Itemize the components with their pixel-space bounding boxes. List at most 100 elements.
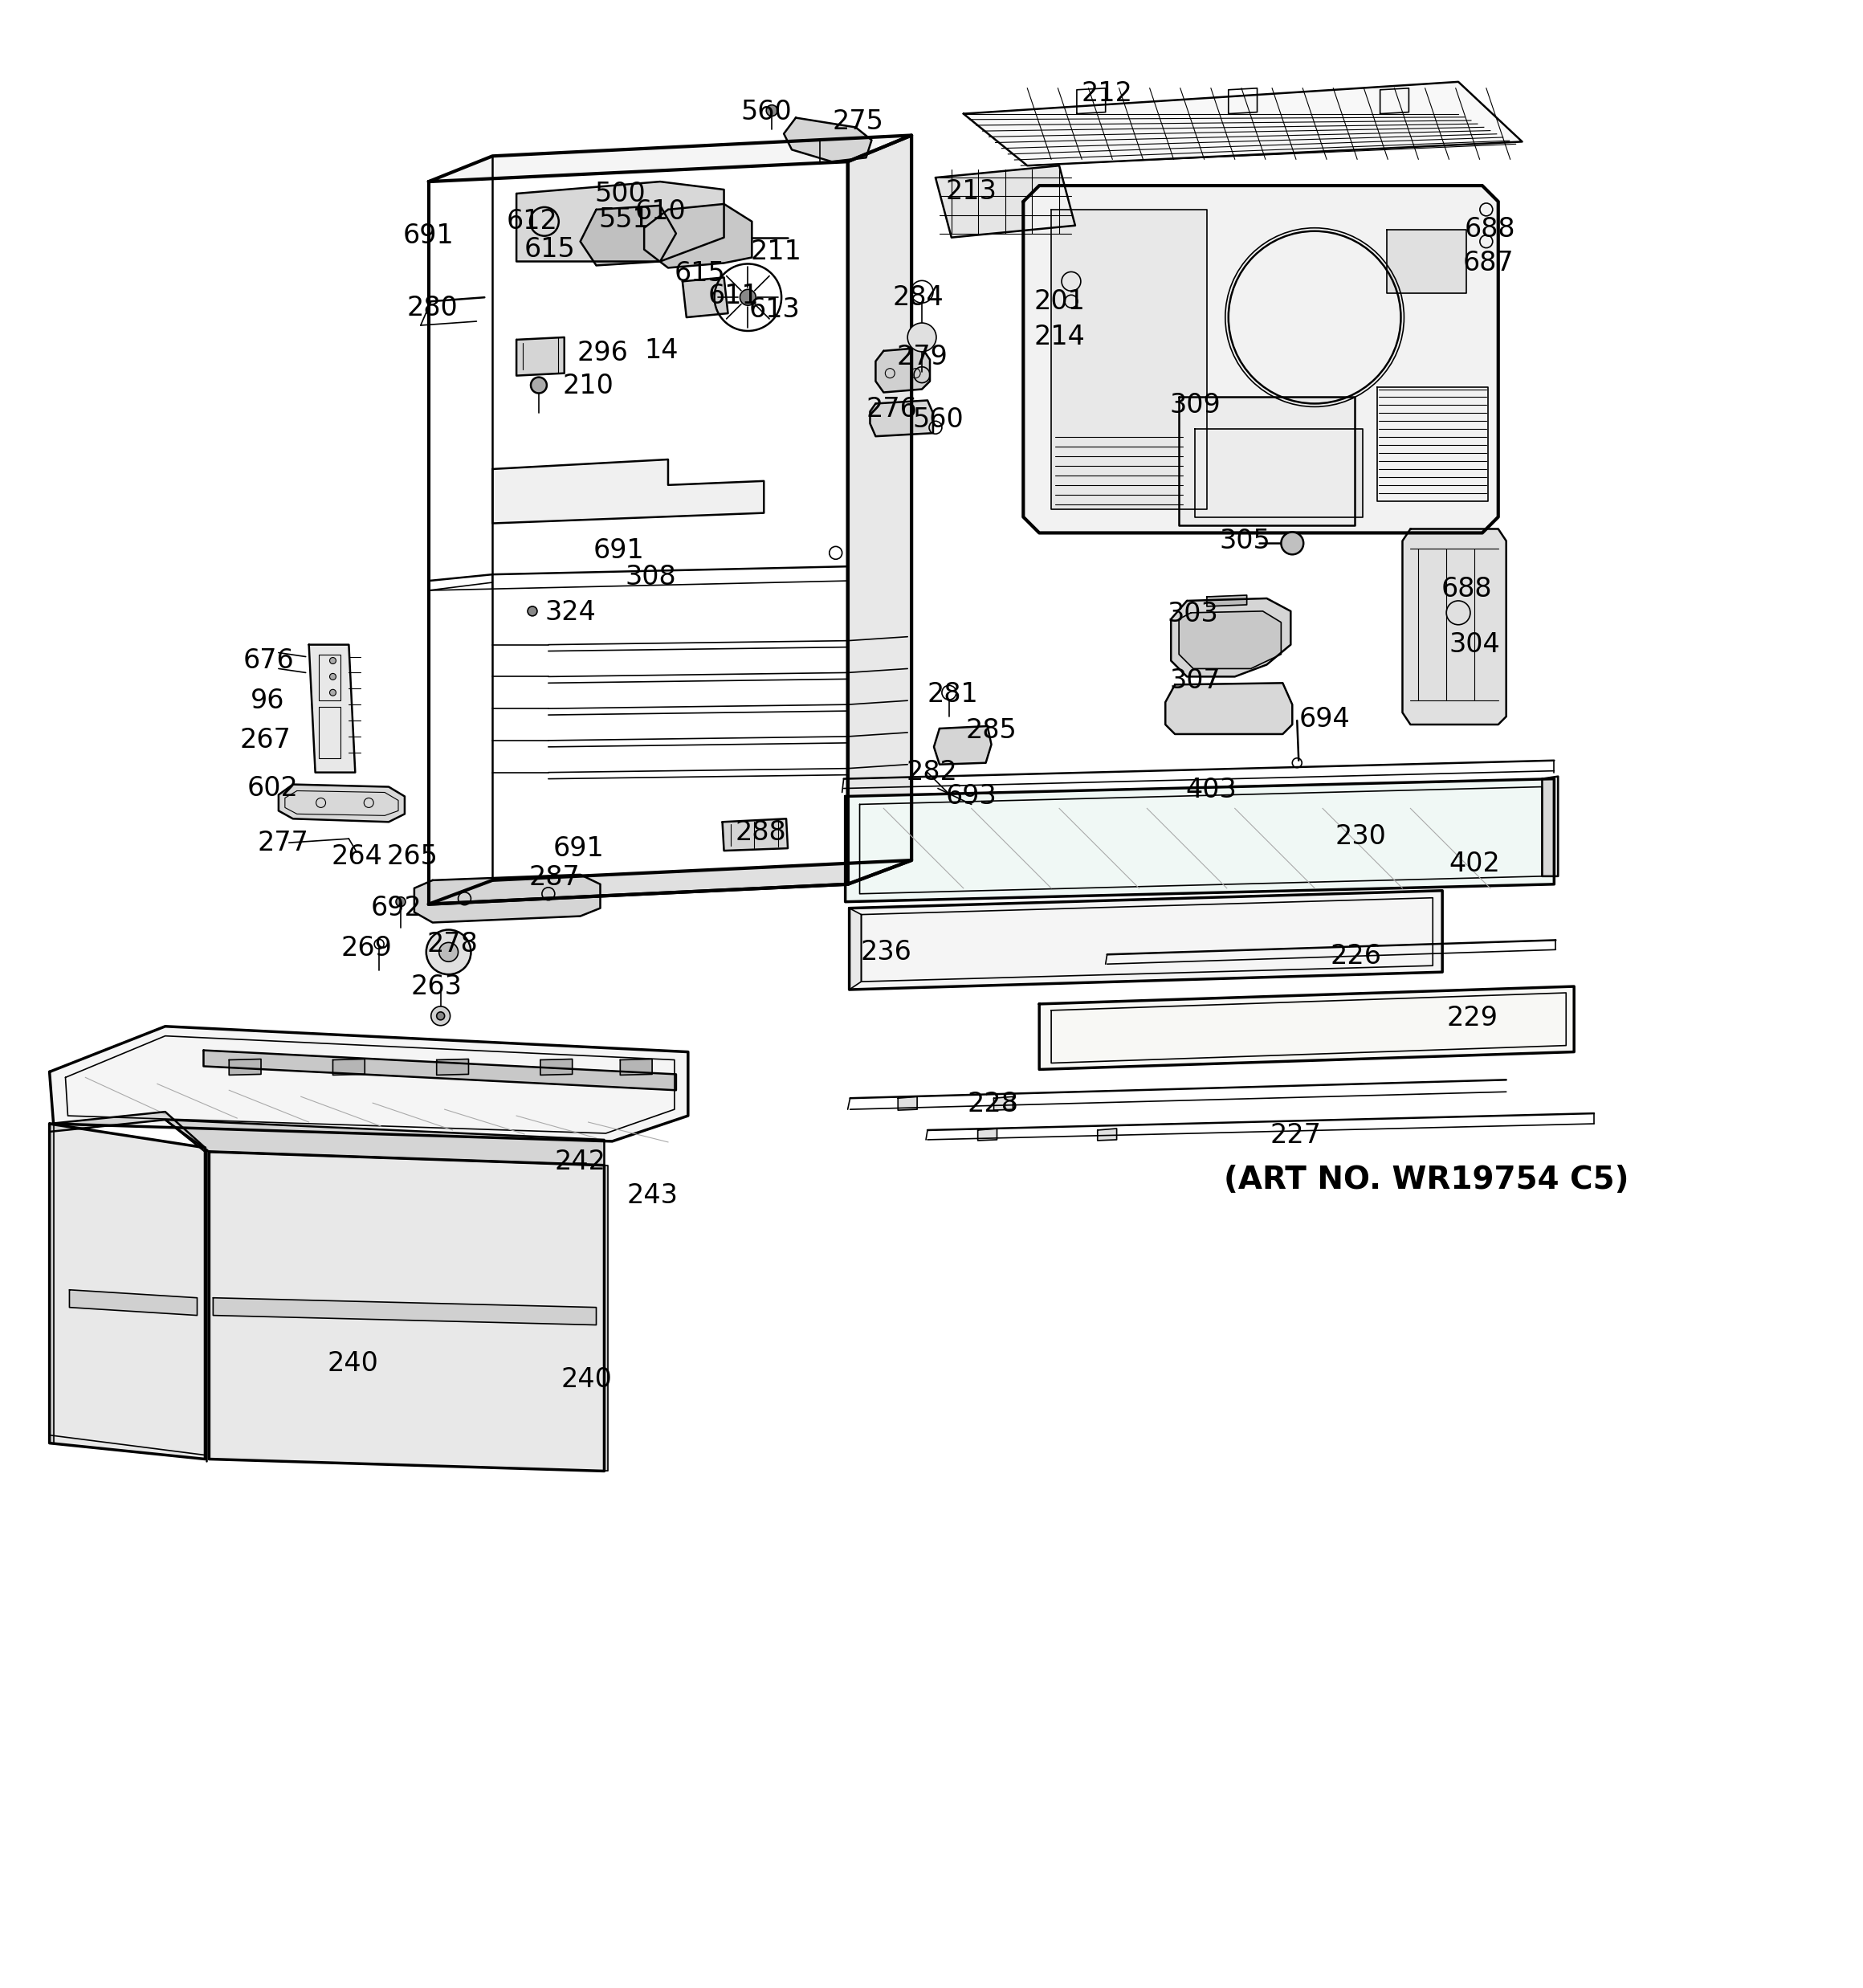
Text: 688: 688 <box>1440 577 1492 602</box>
Text: 560: 560 <box>741 99 792 125</box>
Polygon shape <box>682 278 728 318</box>
Circle shape <box>531 378 546 394</box>
Polygon shape <box>1403 529 1505 724</box>
Text: 265: 265 <box>388 843 438 869</box>
Text: 613: 613 <box>749 296 799 322</box>
Circle shape <box>907 322 937 352</box>
Text: 303: 303 <box>1166 600 1218 628</box>
Text: 288: 288 <box>736 819 786 845</box>
Polygon shape <box>279 785 404 821</box>
Polygon shape <box>428 135 911 181</box>
Text: 691: 691 <box>553 835 604 861</box>
Text: 276: 276 <box>866 396 917 421</box>
Polygon shape <box>1543 777 1557 877</box>
Polygon shape <box>963 82 1522 165</box>
Text: 688: 688 <box>1464 217 1516 243</box>
Text: 284: 284 <box>892 284 943 310</box>
Text: 692: 692 <box>371 895 423 920</box>
Polygon shape <box>333 1060 365 1076</box>
Polygon shape <box>1023 185 1498 533</box>
Polygon shape <box>645 205 753 268</box>
Polygon shape <box>1207 594 1246 606</box>
Polygon shape <box>203 1050 676 1089</box>
Text: 615: 615 <box>674 260 725 286</box>
Text: 324: 324 <box>546 600 596 626</box>
Text: 610: 610 <box>635 199 686 225</box>
Polygon shape <box>69 1290 197 1316</box>
Circle shape <box>527 606 537 616</box>
Text: 263: 263 <box>412 974 462 1000</box>
Text: 691: 691 <box>402 223 455 248</box>
Text: 230: 230 <box>1336 823 1386 849</box>
Circle shape <box>427 930 471 974</box>
Circle shape <box>740 290 756 306</box>
Polygon shape <box>1179 610 1282 668</box>
Text: 551: 551 <box>598 207 650 233</box>
Circle shape <box>330 658 335 664</box>
Text: 228: 228 <box>967 1091 1019 1117</box>
Polygon shape <box>784 117 872 161</box>
Polygon shape <box>428 861 911 905</box>
Polygon shape <box>414 875 600 922</box>
Text: 213: 213 <box>946 179 997 205</box>
Polygon shape <box>229 1060 261 1076</box>
Polygon shape <box>209 1151 604 1471</box>
Polygon shape <box>1179 398 1354 525</box>
Polygon shape <box>50 1026 687 1141</box>
Polygon shape <box>516 181 725 262</box>
Text: 305: 305 <box>1220 527 1271 555</box>
Text: 308: 308 <box>624 563 676 590</box>
Circle shape <box>440 942 458 962</box>
Polygon shape <box>978 1129 997 1141</box>
Text: 612: 612 <box>507 209 559 235</box>
Text: 236: 236 <box>861 938 911 966</box>
Text: 287: 287 <box>529 865 581 891</box>
Circle shape <box>330 674 335 680</box>
Text: 296: 296 <box>578 340 628 366</box>
Polygon shape <box>492 459 764 523</box>
Text: 240: 240 <box>561 1366 613 1392</box>
Polygon shape <box>870 400 933 435</box>
Text: 615: 615 <box>524 237 576 262</box>
Text: 309: 309 <box>1170 392 1220 417</box>
Text: 269: 269 <box>341 934 391 962</box>
Text: 201: 201 <box>1034 288 1084 314</box>
Text: 500: 500 <box>594 181 646 207</box>
Text: 402: 402 <box>1449 851 1500 877</box>
Polygon shape <box>309 644 356 773</box>
Text: 264: 264 <box>332 843 382 869</box>
Text: 693: 693 <box>946 783 997 809</box>
Polygon shape <box>1166 684 1293 734</box>
Text: 279: 279 <box>896 344 948 370</box>
Polygon shape <box>723 819 788 851</box>
Polygon shape <box>898 1097 917 1109</box>
Polygon shape <box>1194 429 1362 517</box>
Polygon shape <box>579 205 676 266</box>
Text: 280: 280 <box>406 294 458 320</box>
Polygon shape <box>166 1119 604 1165</box>
Text: 278: 278 <box>427 930 479 958</box>
Text: 687: 687 <box>1462 250 1515 276</box>
Circle shape <box>766 105 777 115</box>
Text: 226: 226 <box>1330 942 1382 970</box>
Text: 96: 96 <box>250 688 285 714</box>
Text: 243: 243 <box>626 1183 678 1209</box>
Polygon shape <box>620 1060 652 1076</box>
Text: 676: 676 <box>244 648 294 674</box>
Polygon shape <box>935 165 1075 237</box>
Text: 304: 304 <box>1449 632 1500 658</box>
Circle shape <box>397 897 406 907</box>
Polygon shape <box>1386 229 1466 294</box>
Polygon shape <box>850 909 861 990</box>
Polygon shape <box>50 1123 205 1459</box>
Polygon shape <box>876 348 930 392</box>
Text: 560: 560 <box>913 406 963 433</box>
Text: 210: 210 <box>563 372 615 400</box>
Polygon shape <box>1172 598 1291 676</box>
Text: 275: 275 <box>833 109 883 135</box>
Text: 14: 14 <box>645 338 678 364</box>
Polygon shape <box>436 1060 468 1076</box>
Text: 214: 214 <box>1034 324 1084 350</box>
Polygon shape <box>50 1111 205 1151</box>
Text: 212: 212 <box>1081 82 1133 107</box>
